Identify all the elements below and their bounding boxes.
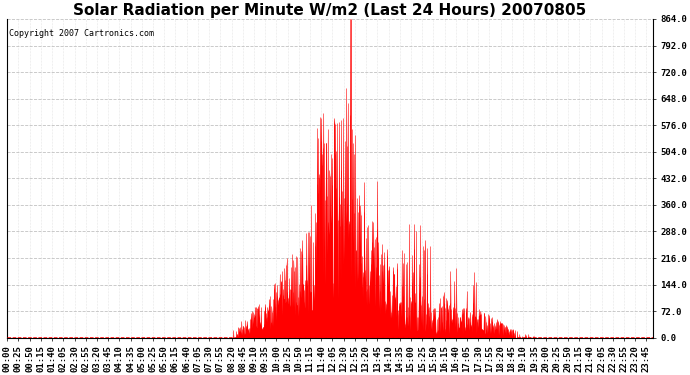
Title: Solar Radiation per Minute W/m2 (Last 24 Hours) 20070805: Solar Radiation per Minute W/m2 (Last 24… — [73, 3, 586, 18]
Text: Copyright 2007 Cartronics.com: Copyright 2007 Cartronics.com — [9, 28, 154, 38]
